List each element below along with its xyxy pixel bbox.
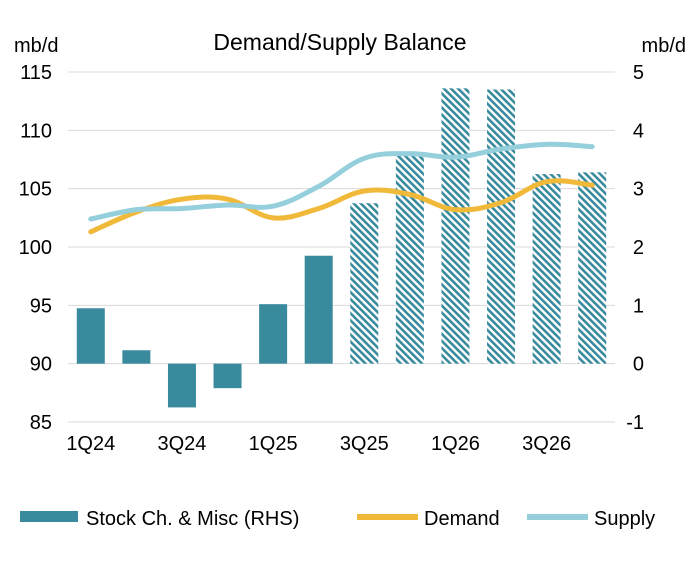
right-tick-label: -1	[626, 412, 644, 434]
left-tick-label: 110	[20, 120, 52, 142]
right-tick-label: 3	[633, 179, 644, 201]
left-tick-label: 100	[19, 237, 52, 259]
bar-stock-change	[304, 255, 333, 364]
right-tick-label: 5	[633, 62, 644, 84]
legend-label-supply: Supply	[594, 508, 655, 530]
x-tick-label: 3Q25	[340, 433, 389, 455]
line-supply	[88, 141, 595, 222]
legend-swatch-stock-change	[20, 511, 78, 522]
left-tick-label: 95	[30, 295, 52, 317]
x-tick-label: 1Q25	[249, 433, 298, 455]
right-tick-label: 0	[633, 354, 644, 376]
bar-stock-change	[578, 172, 607, 364]
gridlines	[68, 71, 615, 423]
left-tick-label: 85	[30, 412, 52, 434]
bar-stock-change	[259, 304, 288, 364]
bar-series	[76, 88, 607, 408]
axes: 85 90 95 100 105 110 115 -1 0 1 2 3 4 5 1Q24 3Q24 1Q25 3Q…	[19, 62, 644, 455]
chart-title: Demand/Supply Balance	[213, 29, 466, 55]
left-axis-unit: mb/d	[14, 35, 58, 57]
right-tick-label: 1	[633, 295, 644, 317]
bar-stock-change	[487, 89, 516, 364]
x-tick-label: 3Q24	[157, 433, 206, 455]
x-tick-label: 1Q24	[66, 433, 115, 455]
bar-stock-change	[167, 363, 196, 408]
bar-stock-change	[532, 174, 561, 364]
left-tick-label: 105	[19, 179, 52, 201]
legend-label-stock-change: Stock Ch. & Misc (RHS)	[86, 508, 299, 530]
left-tick-label: 115	[20, 62, 52, 84]
line-demand	[88, 178, 595, 235]
bar-stock-change	[122, 350, 151, 364]
right-tick-label: 2	[633, 237, 644, 259]
bar-stock-change	[395, 153, 424, 364]
bar-stock-change	[350, 203, 379, 364]
legend: Stock Ch. & Misc (RHS) Demand Supply	[20, 508, 655, 530]
bar-stock-change	[76, 308, 105, 364]
bar-stock-change	[441, 88, 470, 364]
x-tick-label: 3Q26	[522, 433, 571, 455]
legend-label-demand: Demand	[424, 508, 500, 530]
right-tick-label: 4	[633, 120, 644, 142]
left-tick-label: 90	[30, 354, 52, 376]
right-axis-unit: mb/d	[642, 35, 686, 57]
x-tick-label: 1Q26	[431, 433, 480, 455]
bar-stock-change	[213, 363, 242, 389]
line-series	[88, 141, 595, 235]
